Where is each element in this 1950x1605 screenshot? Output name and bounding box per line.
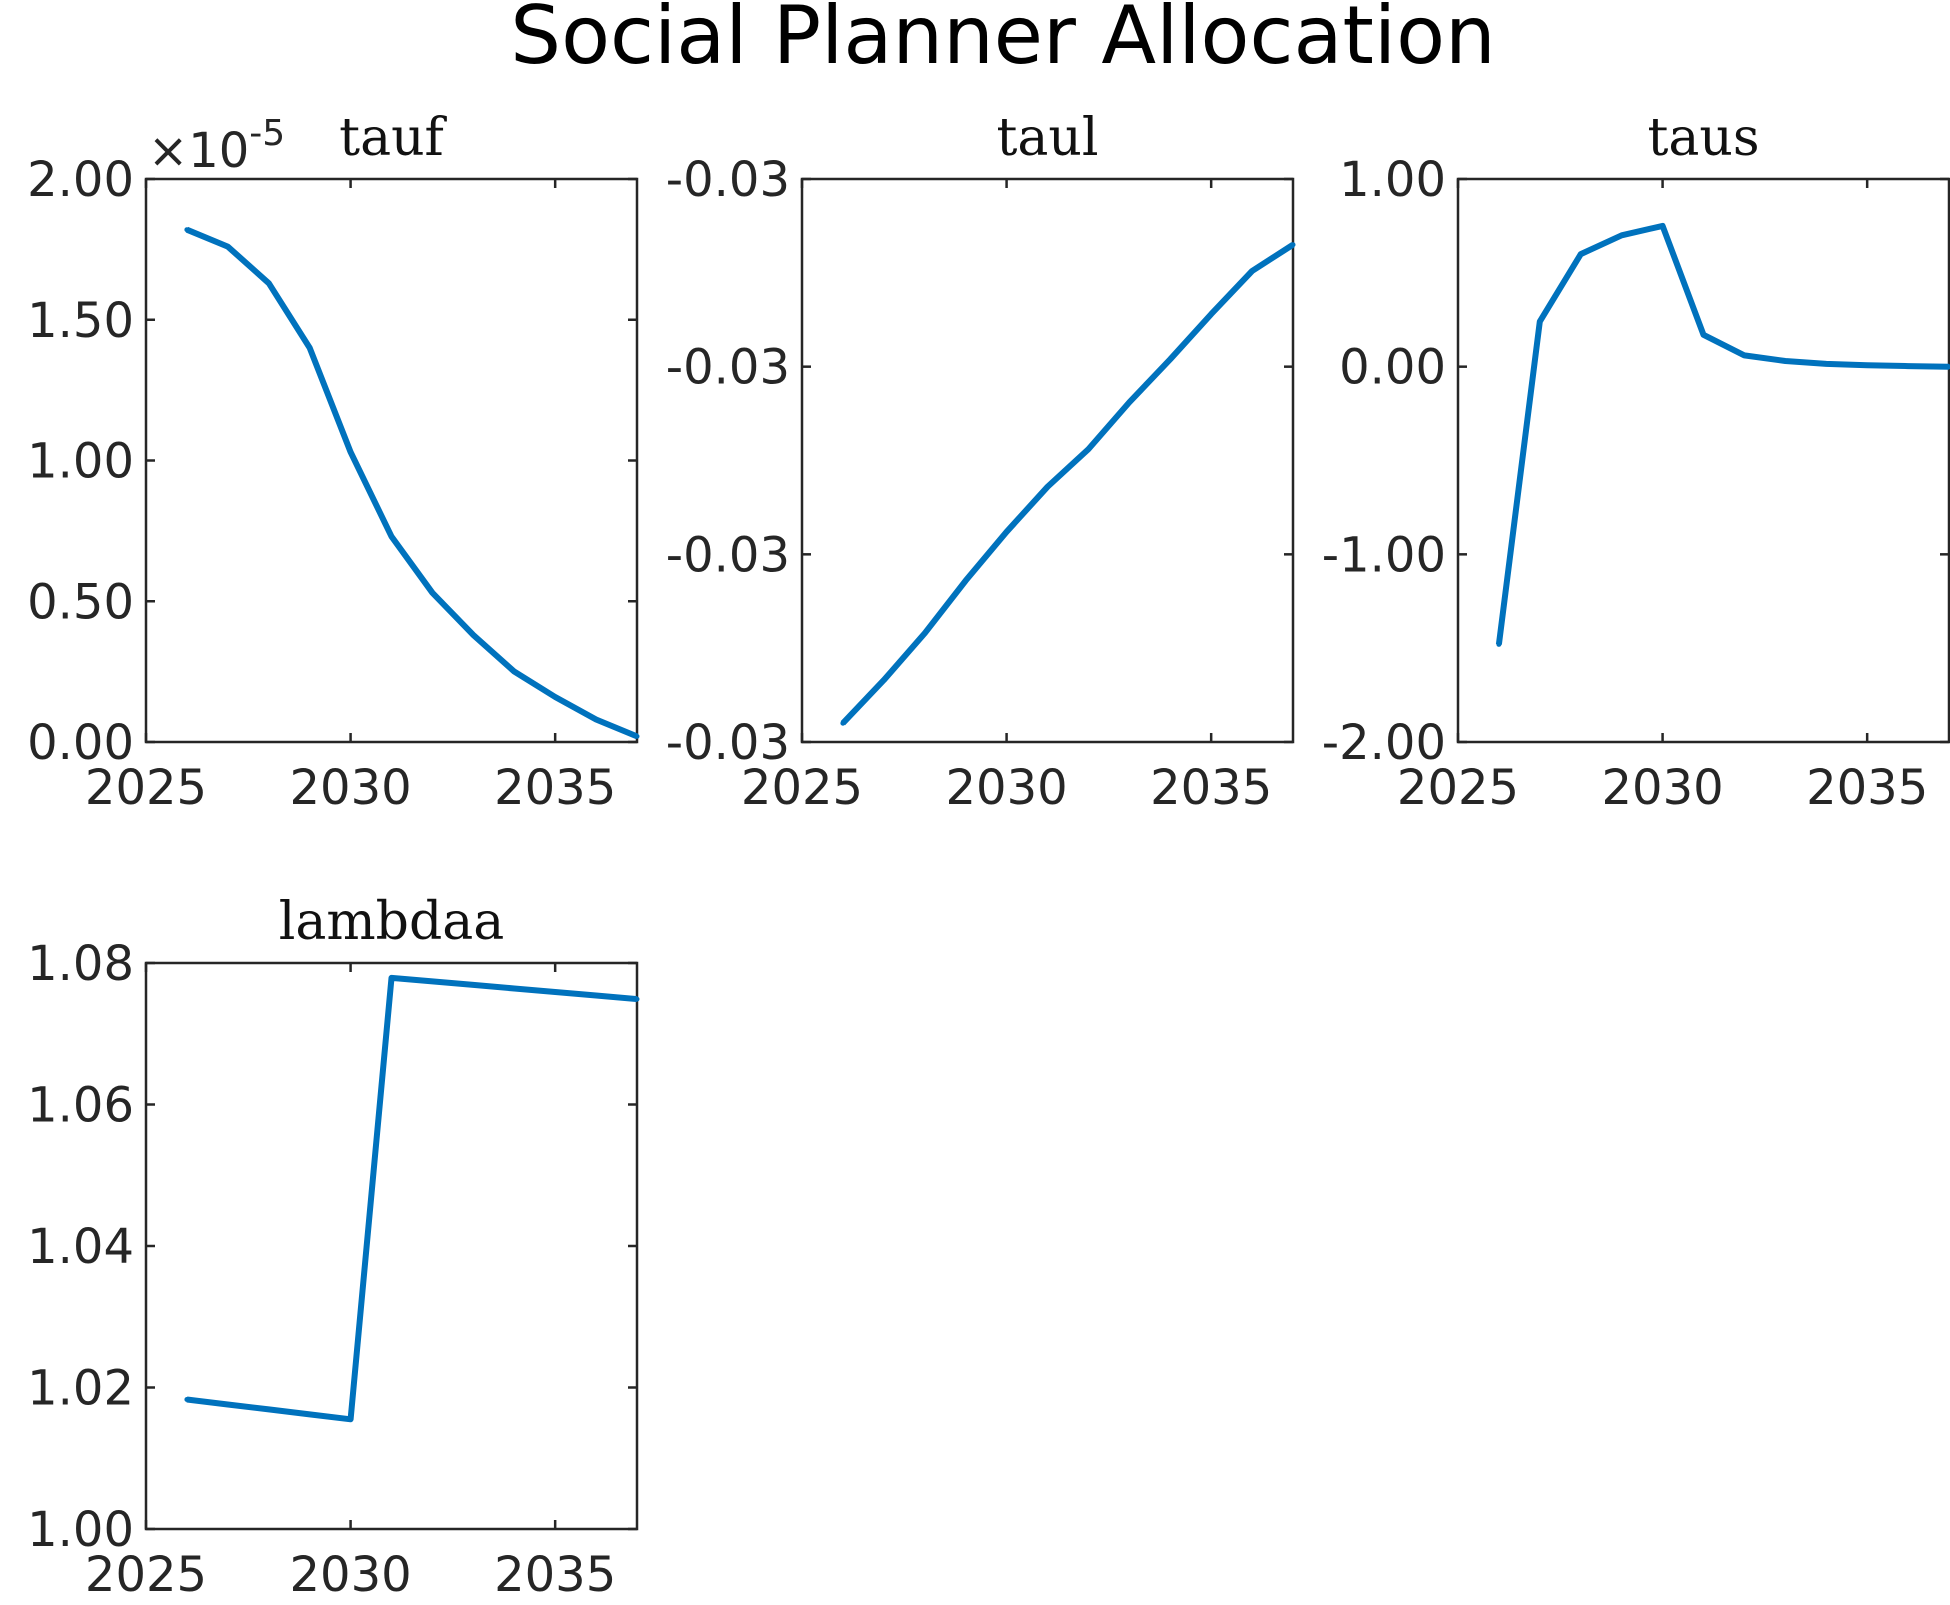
x-tick-label: 2035 [1150,760,1272,816]
y-tick-label: 0.50 [27,574,134,630]
y-tick-label: 2.00 [27,152,134,208]
subplot-taul: 2025 2030 2035 -0.03 -0.03 -0.03 -0.03 taul [666,108,1296,816]
data-point [922,630,928,636]
y-tick-label: 0.00 [1339,340,1446,396]
series-line [186,974,638,1423]
data-point [389,534,394,539]
data-point [1905,363,1911,369]
data-point [881,677,887,683]
x-tick-label: 2030 [946,760,1068,816]
data-point [511,986,517,991]
data-point [1290,242,1296,248]
x-tick-label: 2035 [494,1547,616,1603]
data-point [1085,446,1091,452]
data-point [429,590,435,596]
y-tick-label: 0.00 [27,715,134,771]
y-tick-label: 1.08 [27,936,134,992]
subplot-title: tauf [339,108,447,168]
data-point [511,669,517,675]
x-tick-label: 2025 [741,760,863,816]
y-tick-label: 1.00 [27,434,134,490]
data-point [1208,311,1214,317]
data-point [184,1397,190,1402]
data-point [389,975,394,981]
data-point [1701,332,1706,338]
subplot-title: taus [1647,108,1759,168]
axes-frame [800,177,1295,744]
data-point [1004,529,1010,535]
data-point [225,1402,231,1407]
data-point [470,632,476,638]
axes-frame [1456,177,1950,744]
data-point [1126,399,1132,405]
data-point [1660,223,1666,229]
y-tick-label: 1.00 [27,1502,134,1558]
data-point [1496,641,1502,647]
data-point [552,989,558,995]
subplot-lambdaa: 2025 2030 2035 1.00 1.02 1.04 1.06 1.08 lambdaa [27,892,640,1603]
data-point [1946,364,1950,370]
series-line [1495,222,1950,645]
y-tick-label: 1.02 [27,1361,134,1417]
x-tick-label: 2030 [1602,760,1724,816]
y-tick-label: -2.00 [1322,715,1446,771]
y-tick-label: 1.50 [27,293,134,349]
subplot-title: lambdaa [279,892,505,952]
data-point [593,717,599,722]
y-tick-label: 1.04 [27,1219,134,1275]
x-tick-label: 2025 [1397,760,1519,816]
series-line [185,226,639,740]
data-point [184,227,190,233]
data-point [1045,484,1050,490]
y-tick-label: 1.06 [27,1078,134,1134]
data-point [307,1411,313,1417]
data-point [266,1406,272,1412]
y-tick-label: 1.00 [1339,152,1446,208]
data-point [634,733,640,739]
data-point [429,978,435,984]
data-point [1619,232,1625,238]
y-tick-label: -0.03 [666,715,790,771]
figure-title: Social Planner Allocation [510,0,1495,82]
data-point [634,996,640,1002]
data-point [307,345,313,351]
data-point [1864,362,1870,368]
data-point [225,244,231,250]
x-tick-label: 2035 [1806,760,1928,816]
subplot-title: taul [996,108,1098,168]
data-point [1741,352,1747,358]
data-point [1578,251,1584,257]
data-point [266,280,272,286]
y-tick-label: -1.00 [1322,527,1446,583]
y-exponent-label: ×10-5 [148,113,285,179]
x-tick-label: 2025 [85,760,207,816]
data-point [963,578,969,584]
data-point [1249,268,1255,274]
data-point [348,449,354,455]
series-line [840,242,1295,726]
y-tick-label: -0.03 [666,527,790,583]
data-point [470,982,476,988]
subplot-grid: 2025 2030 2035 0.00 0.50 1.00 1.50 2.00×10-5 tau… [27,108,1950,1603]
x-tick-label: 2025 [85,1547,207,1603]
data-point [1167,356,1173,362]
data-point [593,993,599,998]
data-point [348,1416,354,1422]
x-tick-label: 2030 [290,760,412,816]
y-tick-label: -0.03 [666,340,790,396]
data-point [1823,361,1829,367]
data-point [1782,358,1788,364]
subplot-tauf: 2025 2030 2035 0.00 0.50 1.00 1.50 2.00×10-5 tau… [27,108,640,816]
axes-frame [144,177,639,744]
subplot-taus: 2025 2030 2035 -2.00 -1.00 0.00 1.00 taus [1322,108,1950,816]
data-point [840,720,846,726]
data-point [1537,319,1543,325]
x-tick-label: 2035 [494,760,616,816]
axes-frame [144,961,639,1531]
y-tick-label: -0.03 [666,152,790,208]
x-tick-label: 2030 [290,1547,412,1603]
data-point [552,694,558,700]
